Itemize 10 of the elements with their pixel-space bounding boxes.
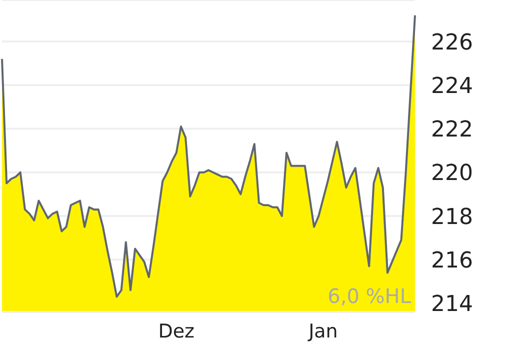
- y-tick-label: 224: [431, 74, 473, 99]
- annotation: 6,0 %HL: [328, 284, 411, 308]
- y-tick-label: 222: [431, 118, 473, 143]
- x-tick-label: Dez: [158, 320, 195, 342]
- y-tick-label: 214: [431, 292, 473, 318]
- y-tick-label: 220: [431, 161, 473, 186]
- y-tick-label: 218: [431, 204, 473, 230]
- x-tick-label: Jan: [308, 320, 338, 342]
- y-tick-label: 226: [431, 30, 473, 56]
- y-tick-label: 216: [431, 248, 473, 274]
